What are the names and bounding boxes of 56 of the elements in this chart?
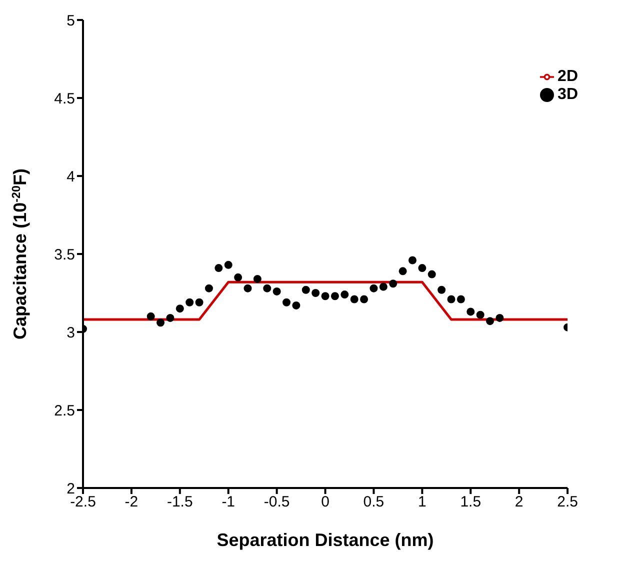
point <box>398 267 407 276</box>
point <box>244 284 252 292</box>
y-tick-label: 5 <box>66 12 75 30</box>
point <box>263 284 272 292</box>
point <box>186 298 194 306</box>
point <box>302 286 310 294</box>
x-axis-title: Separation Distance (nm) <box>216 530 434 550</box>
x-tick-label: -1.5 <box>166 494 193 511</box>
x-tick-label: 0 <box>321 494 330 511</box>
x-tick-label: 2.5 <box>557 494 578 511</box>
x-tick-label: 2 <box>514 494 524 511</box>
point <box>272 287 281 296</box>
y-tick-label: 3 <box>66 324 75 342</box>
x-tick-label: 1 <box>418 494 426 511</box>
point <box>379 282 388 291</box>
point <box>496 314 504 322</box>
point <box>253 274 262 283</box>
point <box>340 290 349 299</box>
y-tick-label: 2.5 <box>54 402 75 420</box>
point <box>370 284 378 292</box>
point <box>176 304 184 313</box>
point <box>156 318 165 327</box>
x-tick-label: 0.5 <box>363 494 384 511</box>
y-tick-label: 4 <box>66 168 75 186</box>
point <box>408 256 416 264</box>
point <box>456 295 465 304</box>
point <box>389 280 398 288</box>
point <box>321 292 330 300</box>
x-tick-label: -0.5 <box>264 494 290 511</box>
point <box>146 312 155 320</box>
point <box>466 308 475 316</box>
point <box>312 289 320 297</box>
point <box>350 295 358 304</box>
point <box>418 264 426 272</box>
point <box>224 260 232 269</box>
x-tick-label: -2 <box>124 494 138 511</box>
point <box>438 286 446 294</box>
point <box>214 264 223 272</box>
point <box>195 298 204 306</box>
point <box>166 314 174 322</box>
y-tick-label: 3.5 <box>54 246 75 264</box>
point <box>447 295 456 304</box>
point <box>360 295 368 304</box>
point <box>234 273 242 282</box>
point <box>486 317 494 326</box>
point <box>204 284 213 292</box>
legend-label: 2D <box>558 68 578 85</box>
point <box>282 298 291 306</box>
x-tick-label: -1 <box>222 494 236 511</box>
point <box>476 310 484 319</box>
legend-label: 3D <box>558 86 578 103</box>
x-tick-label: 1.5 <box>460 494 482 511</box>
y-tick-label: 4.5 <box>54 90 75 108</box>
point <box>428 270 436 278</box>
point <box>330 292 339 300</box>
point <box>292 301 300 310</box>
